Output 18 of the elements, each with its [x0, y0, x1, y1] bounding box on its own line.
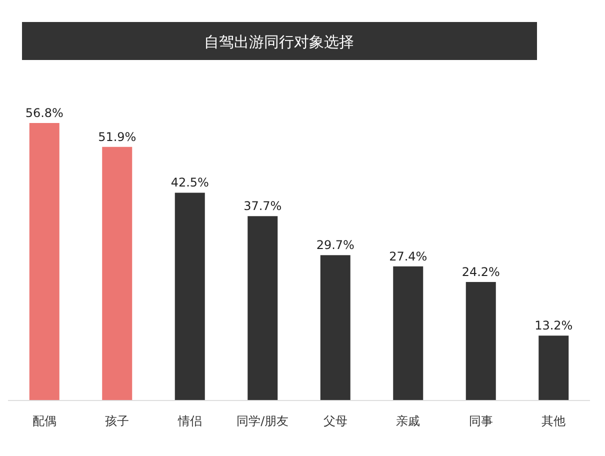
x-tick-label: 配偶 — [32, 414, 56, 428]
x-tick-label: 同学/朋友 — [236, 414, 289, 428]
data-label: 24.2% — [462, 264, 500, 279]
data-label: 29.7% — [316, 238, 354, 252]
x-tick-label: 同事 — [468, 414, 493, 428]
data-label: 13.2% — [534, 318, 573, 333]
x-tick-label: 孩子 — [105, 414, 130, 428]
x-tick-label: 父母 — [323, 414, 348, 428]
title: 自驾出游同行对象选择 — [22, 22, 537, 60]
data-label: 37.7% — [244, 199, 282, 214]
data-label: 56.8% — [25, 106, 64, 120]
x-tick-label: 其他 — [542, 414, 566, 428]
x-tick-label: 亲戚 — [396, 414, 420, 428]
chart-title: 自驾出游同行对象选择 — [204, 33, 354, 51]
data-label: 42.5% — [170, 176, 209, 190]
x-tick-label: 情侣 — [176, 414, 202, 428]
data-label: 27.4% — [389, 249, 428, 264]
data-label: 51.9% — [98, 130, 136, 144]
